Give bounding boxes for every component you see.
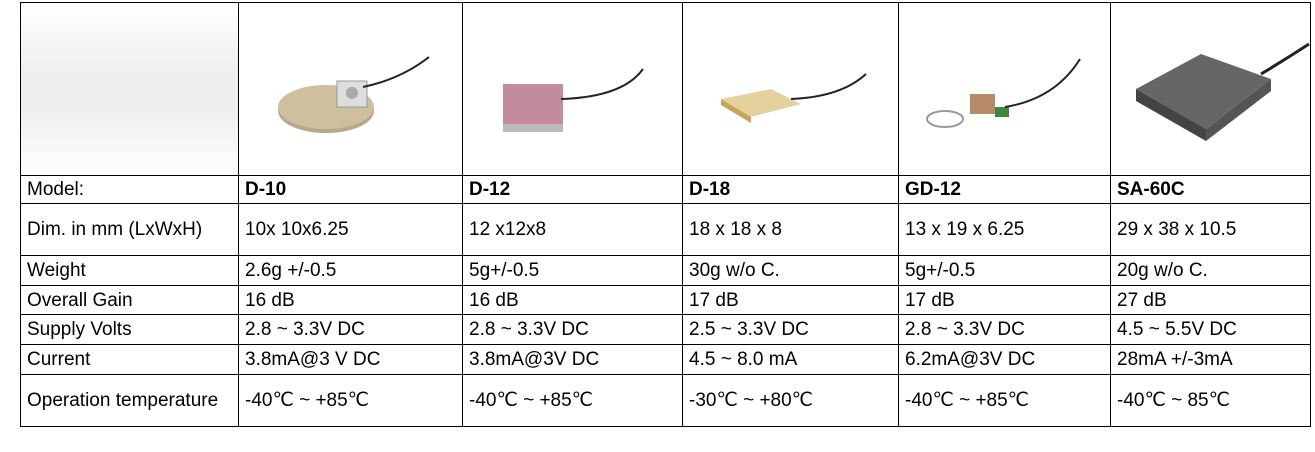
product-image xyxy=(1110,2,1311,176)
spec-value: GD-12 xyxy=(898,175,1111,204)
spec-value: 16 dB xyxy=(462,285,683,315)
spec-value: 12 x12x8 xyxy=(462,203,683,256)
row-label: Dim. in mm (LxWxH) xyxy=(20,203,239,256)
spec-value: D-12 xyxy=(462,175,683,204)
spec-value: 28mA +/-3mA xyxy=(1110,344,1311,375)
corner-cell xyxy=(20,2,239,176)
spec-row: Dim. in mm (LxWxH) 10x 10x6.25 12 x12x8 18 … xyxy=(20,203,1311,256)
spec-value: 27 dB xyxy=(1110,285,1311,315)
spec-value: 6.2mA@3V DC xyxy=(898,344,1111,375)
spec-table: Model: D-10 D-12 D-18 GD-12 SA-60C Dim. in mm … xyxy=(20,2,1311,427)
spec-value: 20g w/o C. xyxy=(1110,255,1311,286)
spec-value: 4.5 ~ 5.5V DC xyxy=(1110,314,1311,345)
row-label: Weight xyxy=(20,255,239,286)
spec-row: Weight 2.6g +/-0.5 5g+/-0.5 30g w/o C. 5g+/-… xyxy=(20,255,1311,286)
spec-row: Current 3.8mA@3 V DC 3.8mA@3V DC 4.5 ~ 8.0 … xyxy=(20,344,1311,375)
spec-value: 3.8mA@3 V DC xyxy=(238,344,463,375)
spec-row: Supply Volts 2.8 ~ 3.3V DC 2.8 ~ 3.3V DC 2.… xyxy=(20,314,1311,345)
spec-row: Operation temperature -40℃ ~ +85℃ -40℃ ~ +… xyxy=(20,374,1311,427)
spec-value: 5g+/-0.5 xyxy=(462,255,683,286)
row-label: Supply Volts xyxy=(20,314,239,345)
spec-value: 2.8 ~ 3.3V DC xyxy=(898,314,1111,345)
spec-value: 3.8mA@3V DC xyxy=(462,344,683,375)
spec-value: 16 dB xyxy=(238,285,463,315)
spec-value: -40℃ ~ 85℃ xyxy=(1110,374,1311,427)
spec-value: 2.6g +/-0.5 xyxy=(238,255,463,286)
row-label: Model: xyxy=(20,175,239,204)
spec-value: 5g+/-0.5 xyxy=(898,255,1111,286)
row-label: Overall Gain xyxy=(20,285,239,315)
spec-value: 18 x 18 x 8 xyxy=(682,203,899,256)
spec-value: -40℃ ~ +85℃ xyxy=(462,374,683,427)
spec-value: 17 dB xyxy=(898,285,1111,315)
spec-value: 10x 10x6.25 xyxy=(238,203,463,256)
product-image xyxy=(462,2,683,176)
spec-value: 30g w/o C. xyxy=(682,255,899,286)
spec-value: -30℃ ~ +80℃ xyxy=(682,374,899,427)
spec-value: 2.8 ~ 3.3V DC xyxy=(238,314,463,345)
spec-value: SA-60C xyxy=(1110,175,1311,204)
spec-value: 2.5 ~ 3.3V DC xyxy=(682,314,899,345)
spec-value: -40℃ ~ +85℃ xyxy=(238,374,463,427)
spec-row: Model: D-10 D-12 D-18 GD-12 SA-60C xyxy=(20,175,1311,204)
spec-value: 13 x 19 x 6.25 xyxy=(898,203,1111,256)
product-image xyxy=(898,2,1111,176)
product-image xyxy=(238,2,463,176)
spec-value: D-10 xyxy=(238,175,463,204)
spec-value: 29 x 38 x 10.5 xyxy=(1110,203,1311,256)
image-row xyxy=(20,2,1311,176)
row-label: Current xyxy=(20,344,239,375)
spec-row: Overall Gain 16 dB 16 dB 17 dB 17 dB 27 dB xyxy=(20,285,1311,315)
spec-value: 17 dB xyxy=(682,285,899,315)
product-image xyxy=(682,2,899,176)
spec-value: 2.8 ~ 3.3V DC xyxy=(462,314,683,345)
spec-value: 4.5 ~ 8.0 mA xyxy=(682,344,899,375)
row-label: Operation temperature xyxy=(20,374,239,427)
spec-value: -40℃ ~ +85℃ xyxy=(898,374,1111,427)
spec-value: D-18 xyxy=(682,175,899,204)
